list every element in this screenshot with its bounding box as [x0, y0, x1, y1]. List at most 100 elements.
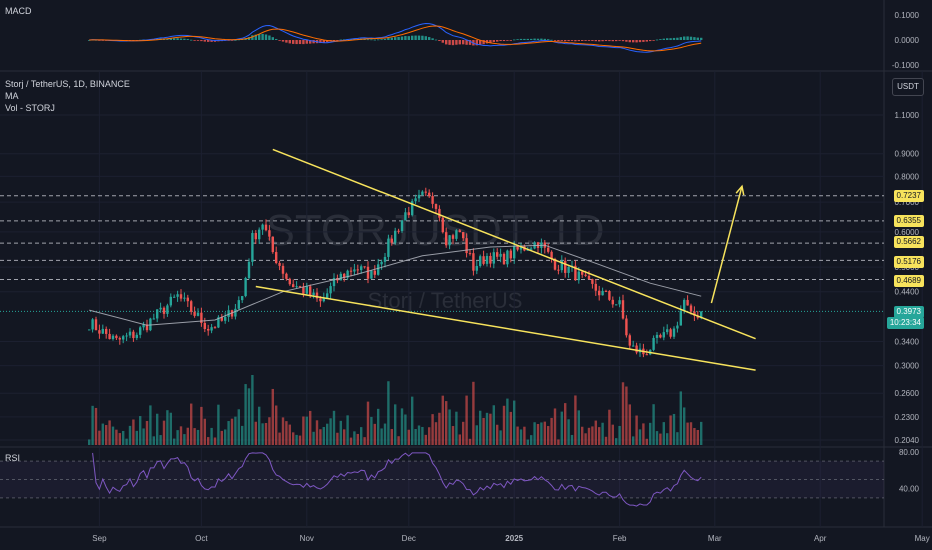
volume-bar: [434, 422, 438, 445]
macd-histogram-bar: [523, 38, 526, 40]
macd-histogram-bar: [689, 36, 693, 40]
macd-histogram-bar: [88, 40, 91, 41]
candle-body: [268, 230, 271, 237]
macd-histogram-bar: [203, 40, 206, 42]
volume-bar: [513, 400, 516, 445]
price-tick-label: 0.3400: [895, 337, 920, 346]
volume-bar: [139, 416, 142, 445]
macd-histogram-bar: [390, 37, 393, 40]
volume-bar: [132, 419, 135, 445]
time-tick-label: Dec: [402, 534, 416, 543]
candle-body: [261, 224, 264, 230]
rsi-tick-label: 40.00: [899, 485, 920, 494]
macd-histogram-bar: [186, 39, 189, 40]
volume-bar: [615, 438, 618, 445]
candle-body: [485, 255, 489, 264]
volume-bar: [560, 411, 563, 445]
candle-body: [156, 309, 159, 319]
volume-bar: [142, 428, 145, 445]
price-tick-label: 0.2600: [895, 389, 920, 398]
volume-bar: [285, 421, 288, 445]
candle-body: [567, 266, 570, 273]
volume-bar: [611, 424, 614, 445]
candle-body: [451, 235, 455, 239]
volume-bar: [380, 428, 383, 445]
macd-histogram-bar: [693, 37, 696, 40]
candle-body: [431, 195, 434, 204]
volume-bars: [88, 375, 703, 445]
volume-bar: [496, 424, 499, 445]
candle-body: [302, 286, 305, 294]
volume-bar: [169, 412, 172, 445]
candle-body: [281, 265, 285, 274]
candle-body: [438, 208, 441, 218]
candle-body: [135, 334, 138, 339]
macd-histogram-bar: [183, 38, 186, 40]
candle-body: [275, 252, 278, 263]
candle-body: [122, 336, 125, 340]
candle-body: [628, 335, 631, 346]
volume-bar: [190, 403, 193, 445]
currency-button[interactable]: USDT: [892, 78, 924, 96]
volume-bar: [502, 405, 506, 445]
candle-body: [224, 316, 227, 321]
volume-bar: [135, 430, 138, 445]
volume-bar: [264, 422, 268, 445]
candle-body: [91, 319, 94, 330]
time-tick-label: 2025: [505, 534, 523, 543]
macd-histogram-bar: [536, 38, 540, 40]
volume-bar: [159, 435, 162, 445]
time-tick-label: Sep: [92, 534, 107, 543]
candle-body: [465, 238, 468, 254]
volume-bar: [468, 438, 472, 445]
volume-bar: [482, 417, 485, 445]
volume-bar: [570, 434, 574, 445]
volume-bar: [479, 410, 482, 445]
candle-body: [166, 305, 169, 314]
time-tick-label: Oct: [195, 534, 208, 543]
macd-histogram-bar: [468, 40, 472, 45]
volume-bar: [581, 426, 584, 445]
candle-body: [659, 334, 662, 338]
candle-body: [611, 299, 614, 305]
trendlines[interactable]: [255, 148, 756, 371]
volume-bar: [149, 405, 152, 445]
price-axis[interactable]: 1.10000.90000.80000.70000.60000.50000.44…: [892, 11, 920, 494]
volume-bar: [628, 404, 631, 445]
candle-body: [349, 270, 353, 272]
macd-histogram-bar: [258, 34, 261, 40]
candle-body: [618, 300, 621, 305]
volume-bar: [366, 401, 370, 445]
macd-histogram-bar: [200, 40, 203, 42]
macd-histogram-bar: [336, 40, 339, 41]
macd-histogram-bar: [207, 40, 210, 42]
candle-body: [625, 318, 628, 336]
macd-histogram-bar: [584, 40, 587, 41]
macd-histogram-bar: [173, 38, 176, 40]
volume-bar: [441, 395, 444, 445]
candle-body: [213, 327, 217, 329]
candle-body: [271, 236, 274, 253]
candle-body: [152, 318, 155, 320]
price-tick-label: 0.9000: [895, 150, 920, 159]
candle-body: [139, 327, 142, 335]
price-tick-label: 0.8000: [895, 172, 920, 181]
time-axis[interactable]: Sep Oct Nov Dec 2025 Feb Mar Apr May: [92, 534, 929, 543]
volume-bar: [254, 421, 257, 445]
macd-histogram-bar: [383, 38, 387, 40]
volume-bar: [234, 416, 237, 445]
macd-histogram-bar: [638, 40, 642, 43]
candle-body: [387, 238, 390, 257]
volume-bar: [183, 434, 186, 445]
volume-bar: [523, 426, 526, 445]
candle-body: [455, 230, 458, 239]
candle-body: [380, 261, 383, 265]
macd-histogram-bar: [526, 38, 529, 40]
level-tag-1: 0.6355: [893, 215, 924, 227]
candle-body: [553, 258, 557, 270]
volume-bar: [649, 422, 652, 445]
volume-bar: [373, 423, 376, 445]
volume-bar: [604, 436, 608, 445]
candle-body: [179, 294, 183, 299]
